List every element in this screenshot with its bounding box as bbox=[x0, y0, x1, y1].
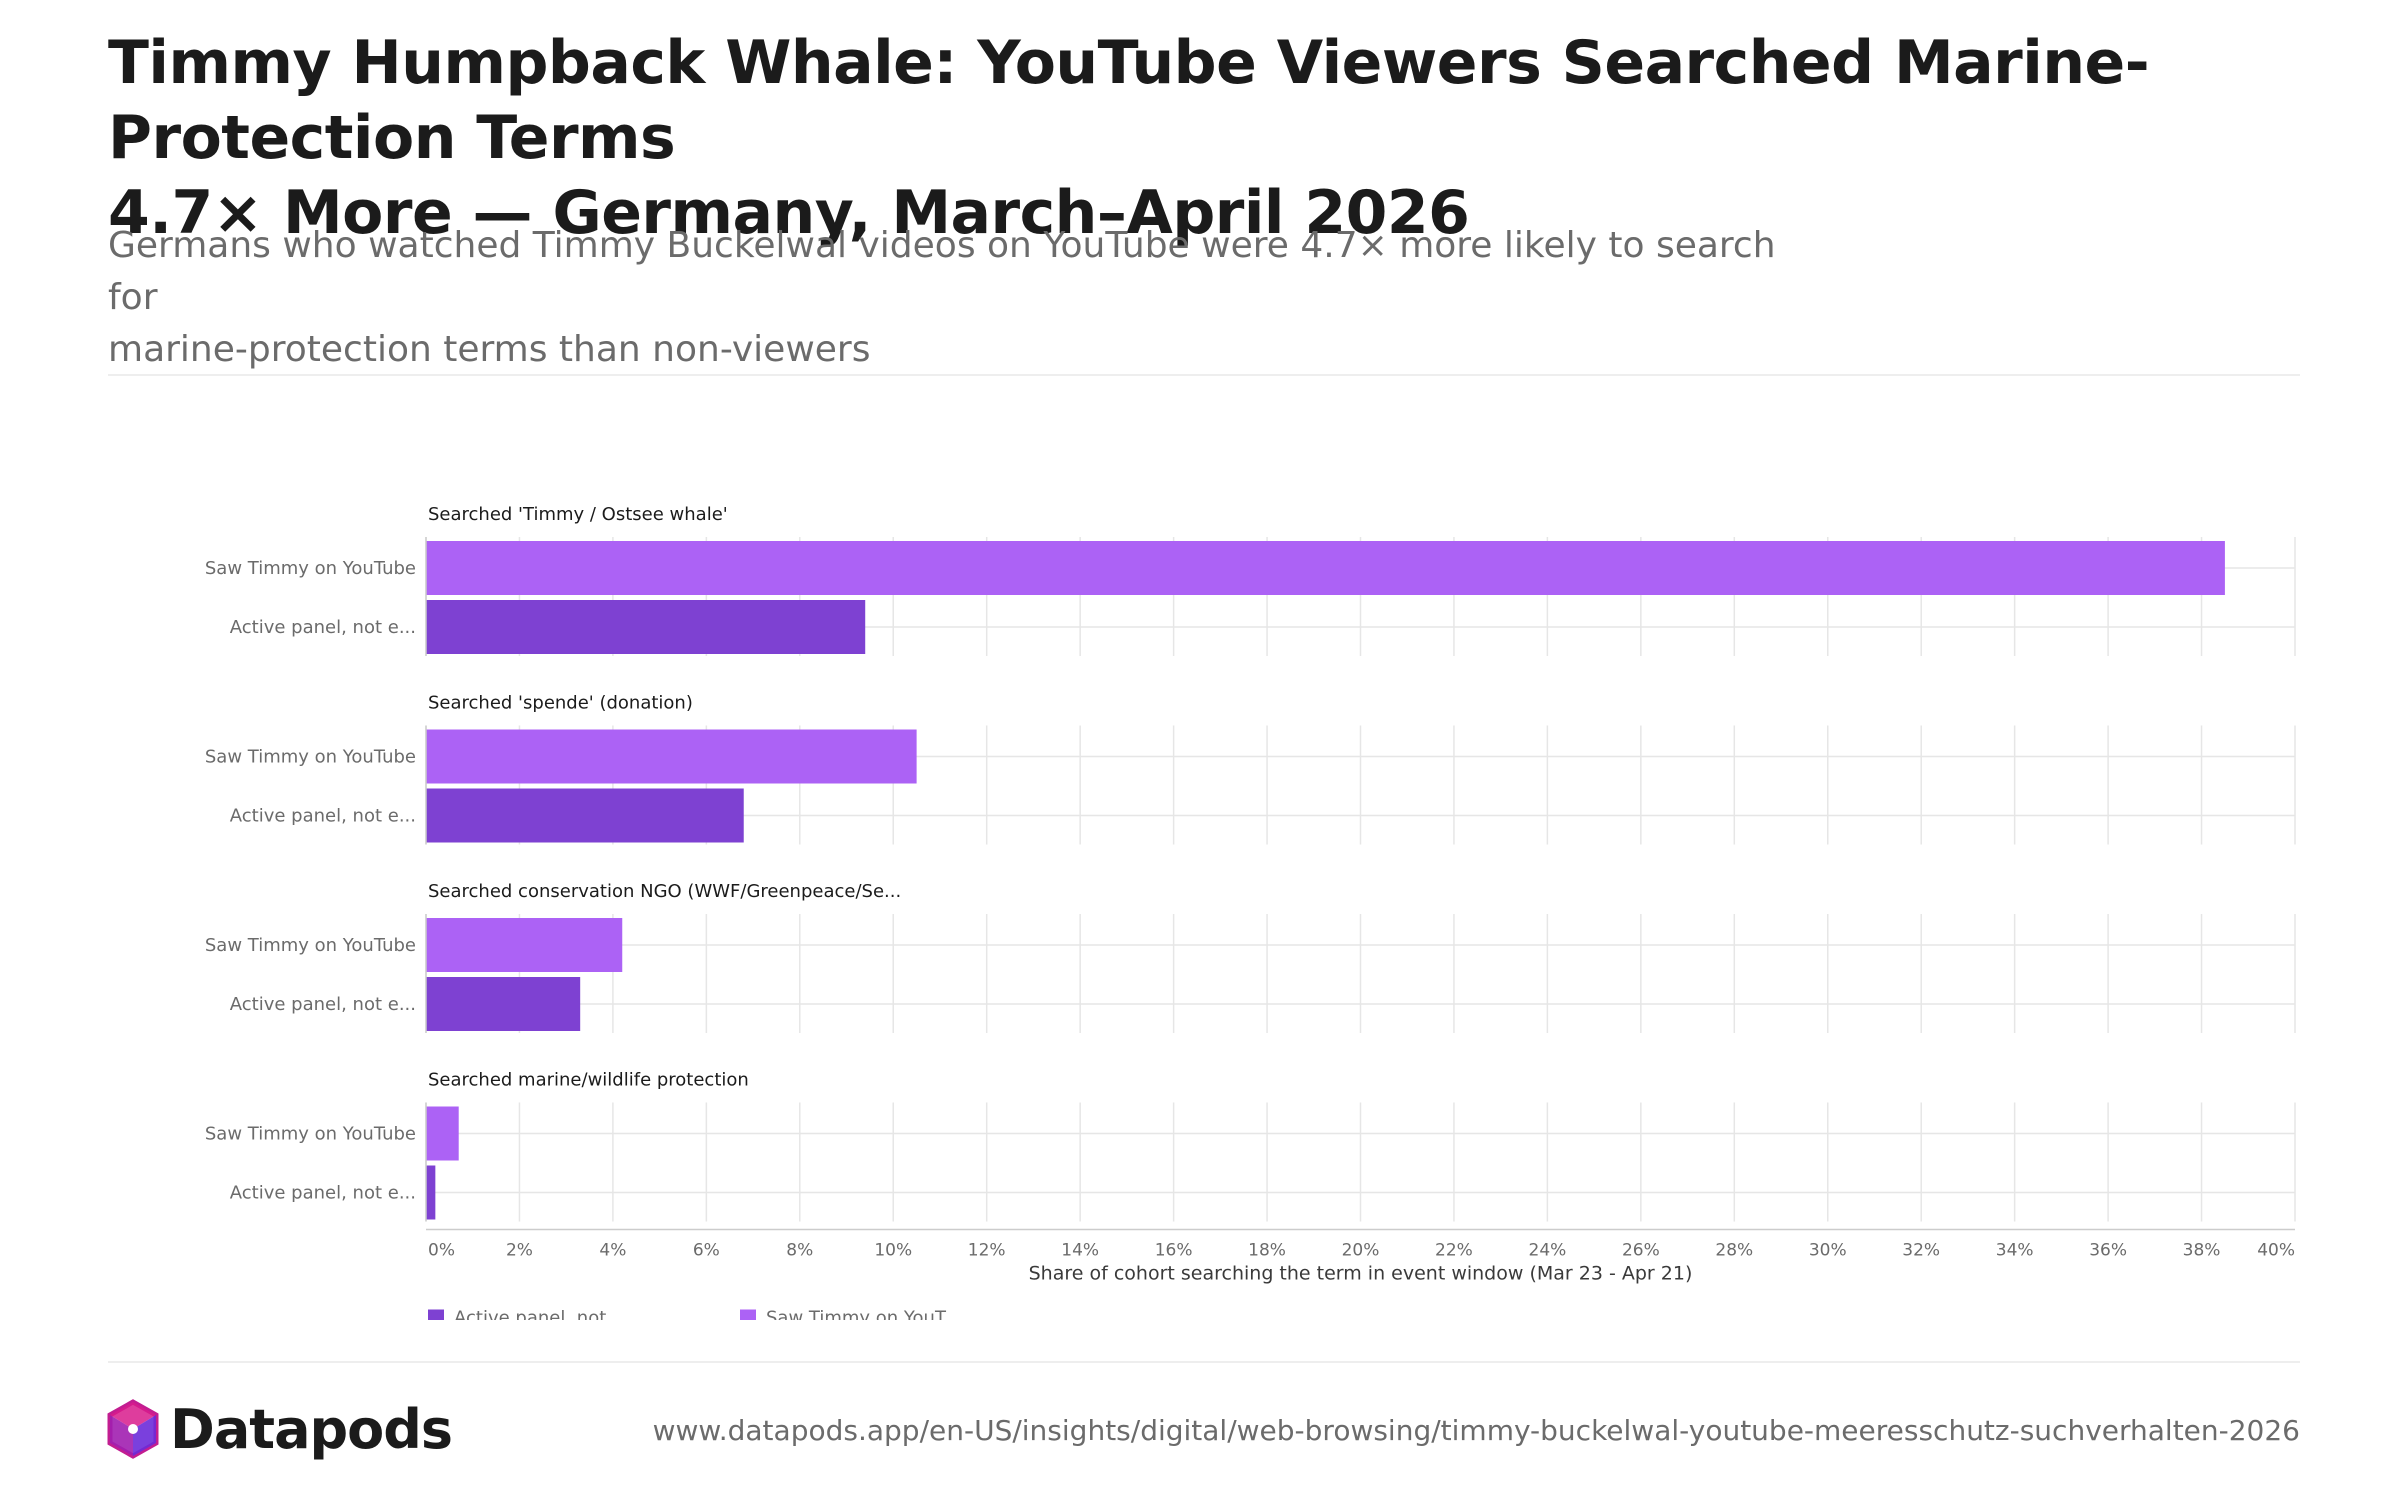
legend-label: Saw Timmy on YouT... bbox=[766, 1308, 961, 1321]
title-line-2: 4.7× More — Germany, March–April 2026 bbox=[108, 178, 1470, 248]
x-tick-label: 10% bbox=[874, 1241, 912, 1261]
x-tick-label: 30% bbox=[1809, 1241, 1847, 1261]
datapods-logo-icon bbox=[107, 1399, 159, 1459]
panel-title: Searched 'spende' (donation) bbox=[428, 693, 693, 714]
x-tick-label: 8% bbox=[786, 1241, 813, 1261]
page-subtitle: Germans who watched Timmy Buckelwal vide… bbox=[108, 220, 1808, 376]
row-label: Saw Timmy on YouTube bbox=[205, 747, 416, 768]
bar-active-panel bbox=[426, 600, 866, 654]
footer-divider bbox=[108, 1361, 2300, 1363]
bar-saw-timmy bbox=[426, 918, 623, 972]
x-tick-label: 18% bbox=[1248, 1241, 1286, 1261]
x-tick-label: 2% bbox=[506, 1241, 533, 1261]
row-label: Active panel, not e... bbox=[230, 617, 416, 638]
x-tick-label: 40% bbox=[2257, 1241, 2295, 1261]
panel-2: Searched 'spende' (donation) Saw Timmy on… bbox=[205, 693, 2296, 845]
bar-chart: Searched 'Timmy / Ostsee whale' Saw Timmy… bbox=[205, 504, 2296, 1321]
row-label: Active panel, not e... bbox=[230, 806, 416, 827]
panel-1: Searched 'Timmy / Ostsee whale' Saw Timmy… bbox=[205, 504, 2296, 656]
legend-swatch bbox=[428, 1309, 444, 1320]
x-tick-label: 22% bbox=[1435, 1241, 1473, 1261]
bar-active-panel bbox=[426, 977, 581, 1031]
x-tick-label: 20% bbox=[1342, 1241, 1380, 1261]
x-tick-label: 6% bbox=[693, 1241, 720, 1261]
subtitle-line-2: marine-protection terms than non-viewers bbox=[108, 329, 871, 370]
legend-swatch bbox=[740, 1309, 756, 1320]
bar-saw-timmy bbox=[426, 1106, 459, 1161]
row-label: Saw Timmy on YouTube bbox=[205, 558, 416, 579]
row-label: Saw Timmy on YouTube bbox=[205, 1124, 416, 1145]
subtitle-line-1: Germans who watched Timmy Buckelwal vide… bbox=[108, 225, 1776, 318]
row-label: Saw Timmy on YouTube bbox=[205, 935, 416, 956]
bar-active-panel bbox=[426, 788, 744, 843]
x-tick-label: 38% bbox=[2183, 1241, 2221, 1261]
row-label: Active panel, not e... bbox=[230, 1183, 416, 1204]
legend-label: Active panel, not... bbox=[454, 1308, 623, 1321]
legend-item[interactable]: Active panel, not... bbox=[428, 1308, 623, 1321]
panel-4: Searched marine/wildlife protection Saw T… bbox=[205, 1070, 2296, 1222]
legend-item[interactable]: Saw Timmy on YouT... bbox=[740, 1308, 961, 1321]
x-tick-label: 0% bbox=[428, 1241, 455, 1261]
x-tick-label: 34% bbox=[1996, 1241, 2034, 1261]
page-title: Timmy Humpback Whale: YouTube Viewers Se… bbox=[108, 26, 2388, 251]
x-tick-label: 16% bbox=[1155, 1241, 1193, 1261]
x-tick-label: 14% bbox=[1061, 1241, 1099, 1261]
bar-saw-timmy bbox=[426, 729, 917, 784]
brand-name: Datapods bbox=[170, 1397, 453, 1461]
panel-3: Searched conservation NGO (WWF/Greenpeac… bbox=[205, 881, 2296, 1033]
row-label: Active panel, not e... bbox=[230, 994, 416, 1015]
title-line-1: Timmy Humpback Whale: YouTube Viewers Se… bbox=[108, 28, 2150, 173]
source-url[interactable]: www.datapods.app/en-US/insights/digital/… bbox=[652, 1414, 2300, 1447]
panel-title: Searched conservation NGO (WWF/Greenpeac… bbox=[428, 881, 901, 902]
x-tick-label: 12% bbox=[968, 1241, 1006, 1261]
panel-title: Searched marine/wildlife protection bbox=[428, 1070, 749, 1091]
x-tick-label: 36% bbox=[2089, 1241, 2127, 1261]
brand-logo[interactable]: Datapods bbox=[106, 1394, 453, 1464]
x-axis-title: Share of cohort searching the term in ev… bbox=[1029, 1263, 1693, 1285]
x-tick-label: 26% bbox=[1622, 1241, 1660, 1261]
x-tick-label: 24% bbox=[1529, 1241, 1567, 1261]
panel-title: Searched 'Timmy / Ostsee whale' bbox=[428, 504, 728, 525]
bar-active-panel bbox=[426, 1165, 436, 1220]
x-tick-label: 32% bbox=[1902, 1241, 1940, 1261]
bar-saw-timmy bbox=[426, 541, 2225, 595]
x-tick-label: 4% bbox=[599, 1241, 626, 1261]
x-tick-label: 28% bbox=[1715, 1241, 1753, 1261]
header-divider bbox=[108, 374, 2300, 376]
